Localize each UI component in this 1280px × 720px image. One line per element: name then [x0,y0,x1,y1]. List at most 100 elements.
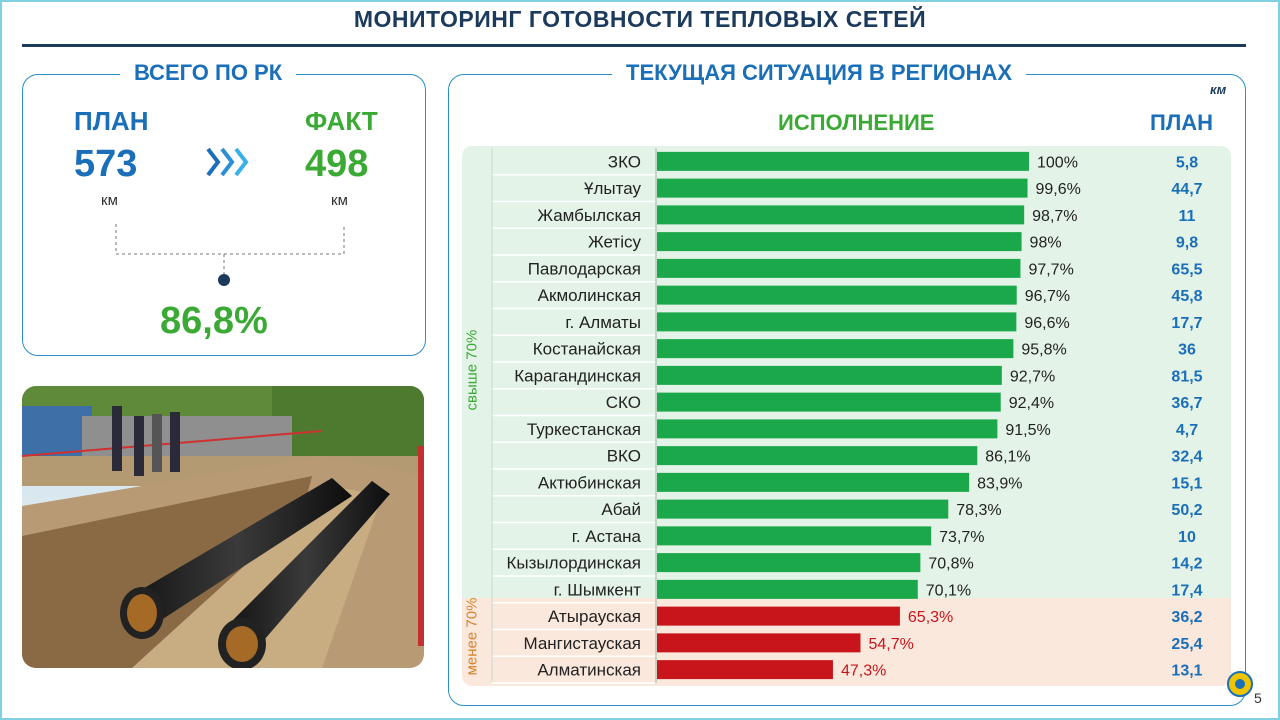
plan-value: 17,4 [1171,582,1202,599]
region-label: Алматинская [537,661,641,680]
fact-value: 498 [305,143,369,185]
plan-value: 10 [1178,529,1196,546]
value-label: 92,7% [1010,368,1055,385]
emblem-icon [1227,671,1253,697]
pipeline-photo [22,386,424,668]
value-label: 78,3% [956,502,1001,519]
region-label: Акмолинская [538,286,641,305]
bar [657,660,833,680]
plan-value: 5,8 [1176,154,1198,171]
value-label: 54,7% [868,636,913,653]
plan-value: 81,5 [1171,368,1202,385]
plan-value: 32,4 [1171,449,1202,466]
region-label: г. Астана [572,527,642,546]
plan-value: 15,1 [1171,475,1202,492]
bar [657,151,1029,171]
region-label: г. Алматы [565,313,641,332]
bar [657,633,861,653]
bar [657,392,1001,412]
bar [657,526,932,546]
region-label: Абай [601,500,641,519]
value-label: 100% [1037,154,1078,171]
page-title: МОНИТОРИНГ ГОТОВНОСТИ ТЕПЛОВЫХ СЕТЕЙ [353,6,927,32]
region-label: Костанайская [533,340,641,359]
bar [657,579,918,599]
plan-value: 50,2 [1171,502,1202,519]
region-label: Жамбылская [537,206,641,225]
total-card [22,74,426,356]
region-label: Актюбинская [538,473,641,492]
plan-value: 36,2 [1171,609,1202,626]
bar [657,178,1028,198]
value-label: 83,9% [977,475,1022,492]
bar [657,499,949,519]
bar [657,553,921,573]
region-label: Мангистауская [523,634,641,653]
bar [657,339,1014,359]
value-label: 98% [1030,235,1062,252]
region-label: г. Шымкент [554,580,642,599]
plan-value: 4,7 [1176,422,1198,439]
plan-value: 25,4 [1171,636,1202,653]
bar [657,205,1025,225]
plan-value: 14,2 [1171,556,1202,573]
bar [657,285,1017,305]
bar [657,232,1022,252]
region-label: ЗКО [608,152,641,171]
plan-value: 573 [74,143,138,185]
bar [657,365,1002,385]
bar [657,312,1017,332]
plan-value: 13,1 [1171,663,1202,680]
plan-unit: км [101,192,118,209]
fact-label: ФАКТ [305,106,378,136]
plan-value: 44,7 [1171,181,1202,198]
title-divider [22,44,1246,47]
region-label: СКО [606,393,641,412]
value-label: 96,7% [1025,288,1070,305]
plan-label: ПЛАН [74,106,149,136]
arrows-icon [206,147,249,177]
execution-column-header: ИСПОЛНЕНИЕ [778,110,935,135]
value-label: 47,3% [841,663,886,680]
plan-value: 11 [1179,208,1196,225]
unit-label: км [1210,82,1227,97]
region-label: Жетісу [588,233,641,252]
region-label: Туркестанская [527,420,641,439]
bar [657,258,1021,278]
connector-lines [115,224,345,286]
value-label: 97,7% [1028,261,1073,278]
fact-unit: км [331,192,348,209]
regions-heading: ТЕКУЩАЯ СИТУАЦИЯ В РЕГИОНАХ [612,60,1027,86]
region-label: Карагандинская [514,366,641,385]
bar [657,472,970,492]
plan-column-header: ПЛАН [1150,110,1214,135]
value-label: 96,6% [1024,315,1069,332]
plan-value: 36,7 [1171,395,1202,412]
plan-value: 45,8 [1171,288,1202,305]
bar [657,419,998,439]
region-label: Павлодарская [528,259,641,278]
region-label: Кызылординская [506,554,641,573]
value-label: 86,1% [985,449,1030,466]
plan-value: 65,5 [1171,261,1202,278]
plan-value: 36 [1178,342,1196,359]
bar [657,446,978,466]
bar [657,606,900,626]
value-label: 65,3% [908,609,953,626]
page-number: 5 [1254,690,1262,706]
value-label: 70,8% [928,556,973,573]
value-label: 98,7% [1032,208,1077,225]
value-label: 73,7% [939,529,984,546]
region-label: Атырауская [548,607,641,626]
value-label: 92,4% [1009,395,1054,412]
plan-value: 9,8 [1176,235,1198,252]
plan-value: 17,7 [1171,315,1202,332]
value-label: 91,5% [1005,422,1050,439]
value-label: 95,8% [1021,342,1066,359]
region-label: ВКО [607,447,641,466]
total-heading: ВСЕГО ПО РК [120,60,297,86]
total-percent: 86,8% [160,300,268,342]
value-label: 99,6% [1036,181,1081,198]
